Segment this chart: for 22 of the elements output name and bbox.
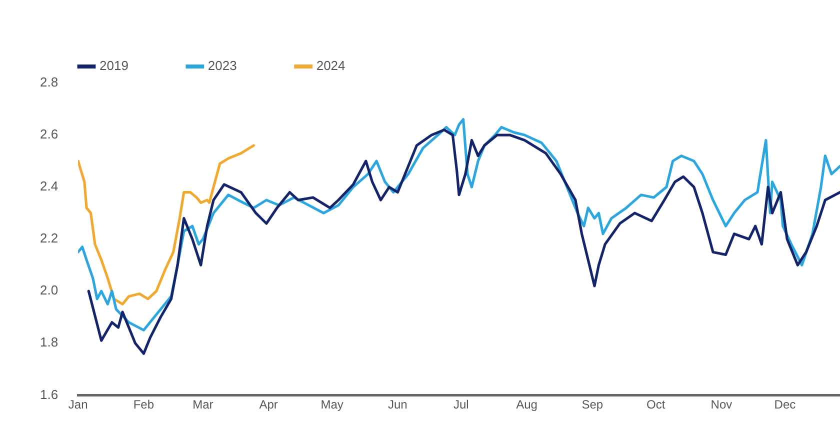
x-tick-label: Nov xyxy=(710,398,732,412)
y-tick-label: 1.6 xyxy=(40,386,58,402)
x-tick-label: Aug xyxy=(516,398,538,412)
x-tick-label: Jan xyxy=(68,398,88,412)
y-tick-label: 2.8 xyxy=(40,74,58,90)
x-tick-label: Feb xyxy=(133,398,154,412)
y-tick-label: 2.2 xyxy=(40,230,58,246)
y-tick-label: 2.6 xyxy=(40,126,58,142)
x-tick-label: Jul xyxy=(453,398,469,412)
x-tick-label: Dec xyxy=(774,398,796,412)
x-tick-label: Sep xyxy=(582,398,604,412)
x-tick-label: Jun xyxy=(388,398,408,412)
legend-label: 2024 xyxy=(316,58,346,74)
legend-label: 2019 xyxy=(100,58,128,74)
x-tick-label: May xyxy=(320,398,344,412)
y-tick-label: 2.4 xyxy=(40,178,58,194)
legend-label: 2023 xyxy=(208,58,237,74)
x-tick-label: Oct xyxy=(646,398,666,412)
x-tick-label: Apr xyxy=(259,398,278,412)
x-tick-label: Mar xyxy=(192,398,214,412)
y-tick-label: 2.0 xyxy=(40,282,58,298)
y-tick-label: 1.8 xyxy=(40,334,58,350)
